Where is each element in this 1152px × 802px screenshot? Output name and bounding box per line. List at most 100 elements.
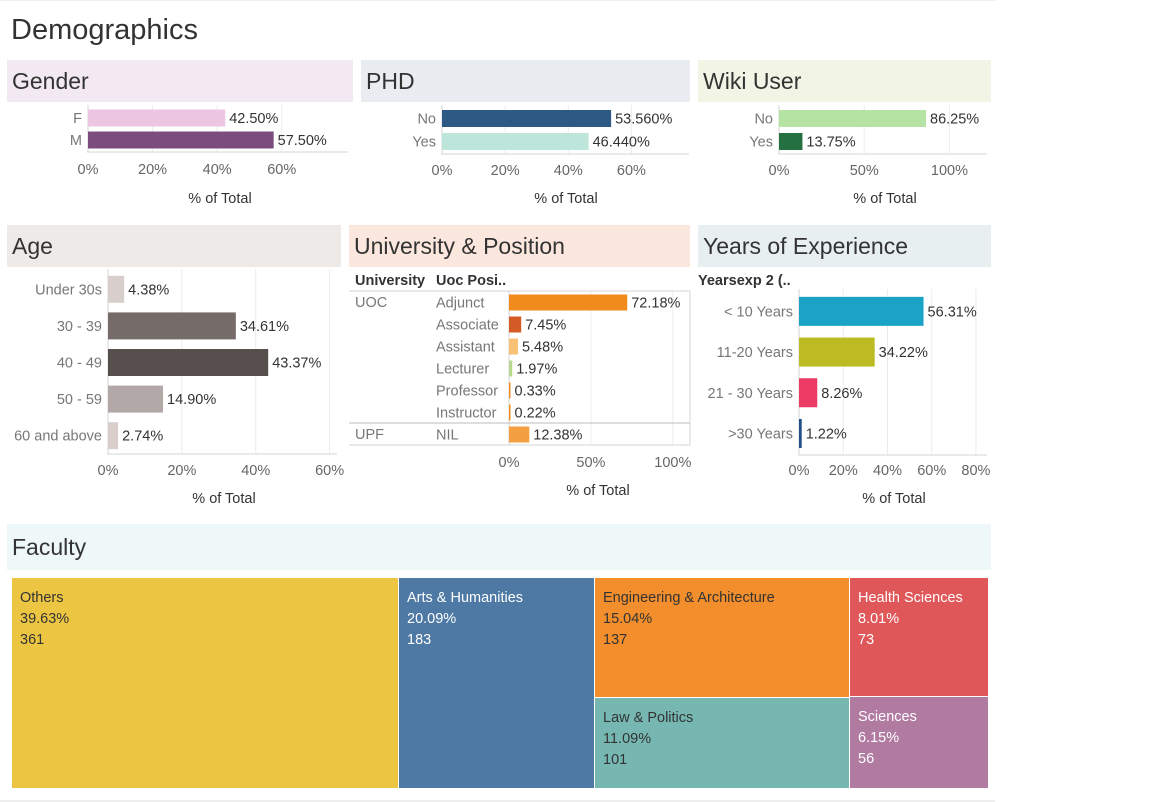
university-tick-label: 0%: [499, 455, 520, 471]
wiki-tick-label: 50%: [850, 163, 879, 179]
treemap-count-label: 73: [858, 632, 875, 648]
gender-category-label: F: [73, 111, 82, 127]
university-bar: [509, 316, 522, 333]
years-value-label: 56.31%: [928, 304, 977, 320]
phd-value-label: 53.560%: [615, 112, 672, 128]
treemap-cell-arts-humanities: Arts & Humanities 20.09% 183: [399, 578, 594, 788]
university-bar: [509, 426, 530, 443]
wiki-tick-label: 100%: [931, 163, 968, 179]
university-value-label: 0.22%: [515, 406, 556, 422]
treemap-name-label: Law & Politics: [603, 710, 694, 726]
position-label: Adjunct: [436, 296, 484, 312]
gender-tick-label: 40%: [203, 162, 232, 178]
age-bar: [108, 385, 164, 413]
university-value-label: 7.45%: [525, 318, 566, 334]
age-axis-title: % of Total: [192, 491, 255, 507]
years-tick-label: 40%: [873, 463, 902, 479]
treemap-count-label: 183: [407, 632, 432, 648]
treemap-percent-label: 11.09%: [603, 731, 652, 747]
age-tick-label: 20%: [167, 463, 196, 479]
treemap-cell-others: Others 39.63% 361: [12, 578, 398, 788]
faculty-treemap: Others 39.63% 361 Arts & Humanities 20.09% 18…: [12, 578, 988, 788]
phd-bar: [442, 133, 589, 150]
age-category-label: 60 and above: [14, 429, 102, 445]
wiki-tick-label: 0%: [769, 163, 790, 179]
wiki-bar: [779, 110, 926, 127]
gender-header: Gender: [7, 60, 353, 102]
gender-tick-label: 60%: [267, 162, 296, 178]
gender-tick-label: 0%: [78, 162, 99, 178]
years-tick-label: 60%: [917, 463, 946, 479]
page-title: Demographics: [11, 14, 198, 46]
university-group-label: UPF: [355, 427, 384, 443]
gender-value-label: 57.50%: [278, 133, 327, 149]
age-category-label: 50 - 59: [57, 392, 102, 408]
years-tick-label: 0%: [789, 463, 810, 479]
gender-axis-title: % of Total: [188, 191, 251, 207]
years-header: Years of Experience: [698, 225, 991, 267]
university-bar: [509, 294, 628, 311]
age-bar: [108, 349, 269, 376]
phd-header: PHD: [361, 60, 690, 102]
age-header: Age: [7, 225, 341, 267]
position-col-header: Uoc Posi..: [436, 273, 506, 289]
age-bar: [108, 312, 236, 340]
years-tick-label: 20%: [829, 463, 858, 479]
years-bar: [799, 337, 875, 367]
wiki-value-label: 13.75%: [806, 135, 855, 151]
university-tick-label: 50%: [576, 455, 605, 471]
university-value-label: 12.38%: [533, 428, 582, 444]
age-bar: [108, 275, 125, 303]
treemap-cell-engineering-architecture: Engineering & Architecture 15.04% 137: [595, 578, 849, 697]
age-value-label: 34.61%: [240, 319, 289, 335]
wiki-header: Wiki User: [698, 60, 991, 102]
university-group-label: UOC: [355, 295, 387, 311]
wiki-axis-title: % of Total: [853, 191, 916, 207]
position-label: NIL: [436, 428, 459, 444]
gender-bar: [88, 109, 226, 127]
age-value-label: 4.38%: [128, 282, 169, 298]
treemap-percent-label: 39.63%: [20, 611, 70, 627]
faculty-header: Faculty: [7, 524, 991, 570]
university-bar: [509, 404, 511, 421]
treemap-count-label: 137: [603, 632, 628, 648]
age-bar: [108, 422, 119, 450]
treemap-count-label: 101: [603, 752, 628, 768]
university-value-label: 0.33%: [515, 384, 556, 400]
years-col-header: Yearsexp 2 (..: [698, 273, 791, 289]
treemap-name-label: Engineering & Architecture: [603, 590, 775, 606]
years-tick-label: 80%: [961, 463, 990, 479]
university-value-label: 1.97%: [516, 362, 557, 378]
position-label: Professor: [436, 384, 498, 400]
gender-value-label: 42.50%: [229, 111, 278, 127]
age-value-label: 2.74%: [122, 429, 163, 445]
age-value-label: 43.37%: [272, 356, 321, 372]
wiki-value-label: 86.25%: [930, 112, 979, 128]
phd-category-label: No: [417, 112, 436, 128]
university-tick-label: 100%: [654, 455, 691, 471]
treemap-name-label: Sciences: [858, 709, 917, 725]
university-bar: [509, 338, 518, 355]
phd-axis-title: % of Total: [534, 191, 597, 207]
treemap-count-label: 56: [858, 751, 875, 767]
university-value-label: 72.18%: [631, 296, 680, 312]
university-axis-title: % of Total: [566, 483, 629, 499]
phd-tick-label: 20%: [491, 163, 520, 179]
wiki-bar: [779, 133, 803, 150]
years-bar: [799, 418, 802, 448]
years-axis-title: % of Total: [862, 491, 925, 507]
gender-tick-label: 20%: [138, 162, 167, 178]
university-header: University & Position: [349, 225, 690, 267]
phd-tick-label: 60%: [617, 163, 646, 179]
top-divider: [0, 0, 995, 1]
position-label: Assistant: [436, 340, 495, 356]
age-tick-label: 60%: [315, 463, 344, 479]
university-bar: [509, 382, 511, 399]
position-label: Instructor: [436, 406, 497, 422]
treemap-count-label: 361: [20, 632, 45, 648]
age-category-label: 40 - 49: [57, 356, 102, 372]
wiki-category-label: No: [754, 112, 773, 128]
university-value-label: 5.48%: [522, 340, 563, 356]
treemap-percent-label: 15.04%: [603, 611, 653, 627]
